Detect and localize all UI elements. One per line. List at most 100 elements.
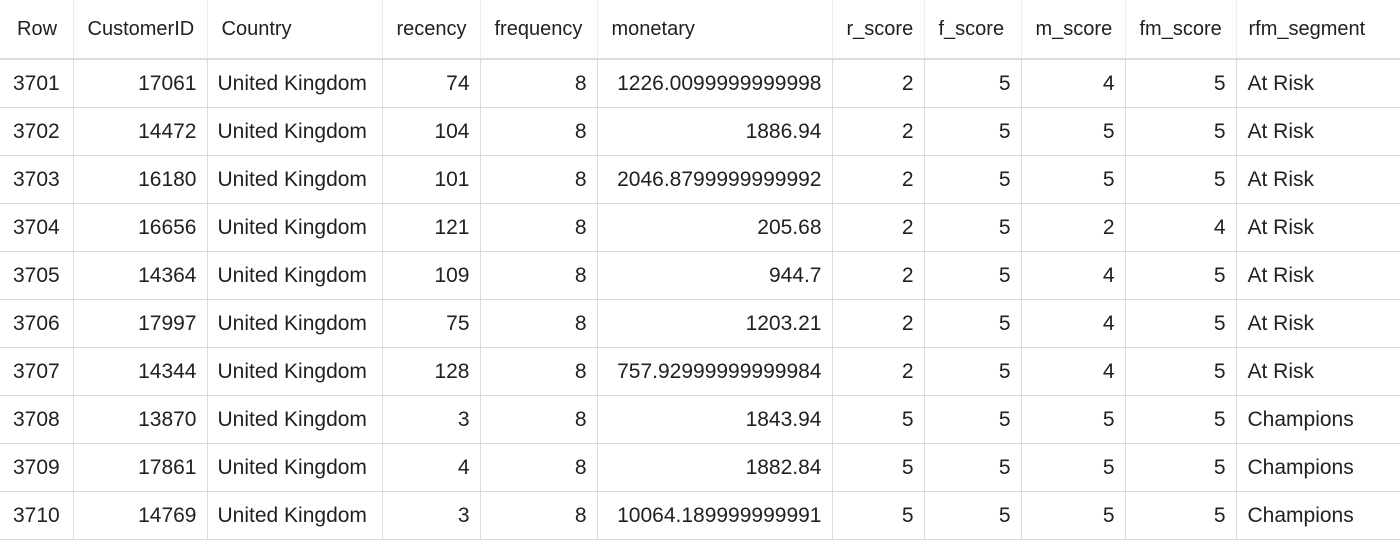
cell-f-score: 5 [924,299,1022,348]
cell-f-score: 5 [924,347,1022,396]
cell-row-number: 3701 [0,59,74,108]
cell-r-score: 2 [832,59,925,108]
cell-frequency: 8 [480,251,598,300]
cell-frequency: 8 [480,203,598,252]
cell-monetary: 1886.94 [597,107,833,156]
cell-recency: 3 [382,491,481,540]
cell-frequency: 8 [480,299,598,348]
table-body: 3701 17061 United Kingdom 74 8 1226.009999999… [0,59,1400,540]
column-header-recency[interactable]: recency [382,0,481,60]
cell-customer-id: 13870 [73,395,208,444]
cell-row-number: 3710 [0,491,74,540]
cell-frequency: 8 [480,107,598,156]
cell-m-score: 5 [1021,107,1126,156]
cell-row-number: 3704 [0,203,74,252]
column-header-m-score[interactable]: m_score [1021,0,1126,60]
cell-recency: 75 [382,299,481,348]
cell-country: United Kingdom [207,395,383,444]
cell-customer-id: 14344 [73,347,208,396]
cell-rfm-segment: Champions [1236,443,1400,492]
cell-rfm-segment: At Risk [1236,203,1400,252]
cell-m-score: 5 [1021,155,1126,204]
cell-fm-score: 5 [1125,299,1237,348]
cell-rfm-segment: At Risk [1236,251,1400,300]
cell-customer-id: 17997 [73,299,208,348]
cell-customer-id: 14472 [73,107,208,156]
table-row: 3701 17061 United Kingdom 74 8 1226.009999999… [0,59,1400,108]
results-grid: Row CustomerID Country recency frequency… [0,0,1400,540]
cell-monetary: 757.92999999999984 [597,347,833,396]
cell-f-score: 5 [924,203,1022,252]
cell-rfm-segment: At Risk [1236,347,1400,396]
cell-frequency: 8 [480,59,598,108]
cell-monetary: 1843.94 [597,395,833,444]
cell-country: United Kingdom [207,251,383,300]
table-row: 3702 14472 United Kingdom 104 8 1886.94 2 5 5 5 At… [0,107,1400,156]
table-row: 3710 14769 United Kingdom 3 8 10064.189999999… [0,491,1400,540]
cell-recency: 4 [382,443,481,492]
cell-country: United Kingdom [207,155,383,204]
cell-fm-score: 5 [1125,395,1237,444]
cell-customer-id: 14769 [73,491,208,540]
cell-r-score: 2 [832,107,925,156]
cell-f-score: 5 [924,251,1022,300]
cell-monetary: 205.68 [597,203,833,252]
cell-r-score: 2 [832,155,925,204]
cell-monetary: 2046.8799999999992 [597,155,833,204]
cell-m-score: 5 [1021,491,1126,540]
column-header-rfm-segment[interactable]: rfm_segment [1236,0,1400,60]
cell-customer-id: 14364 [73,251,208,300]
cell-row-number: 3708 [0,395,74,444]
table-row: 3708 13870 United Kingdom 3 8 1843.94 5 5 5 5 Cham… [0,395,1400,444]
cell-r-score: 5 [832,395,925,444]
column-header-r-score[interactable]: r_score [832,0,925,60]
table-row: 3707 14344 United Kingdom 128 8 757.929999999… [0,347,1400,396]
cell-frequency: 8 [480,395,598,444]
cell-customer-id: 17061 [73,59,208,108]
cell-frequency: 8 [480,491,598,540]
cell-recency: 101 [382,155,481,204]
table-header: Row CustomerID Country recency frequency… [0,0,1400,60]
cell-customer-id: 17861 [73,443,208,492]
cell-rfm-segment: At Risk [1236,155,1400,204]
cell-rfm-segment: At Risk [1236,107,1400,156]
column-header-monetary[interactable]: monetary [597,0,833,60]
column-header-row[interactable]: Row [0,0,74,60]
cell-row-number: 3705 [0,251,74,300]
cell-country: United Kingdom [207,107,383,156]
cell-customer-id: 16180 [73,155,208,204]
cell-recency: 128 [382,347,481,396]
cell-m-score: 4 [1021,299,1126,348]
cell-fm-score: 4 [1125,203,1237,252]
cell-monetary: 1203.21 [597,299,833,348]
cell-r-score: 2 [832,347,925,396]
cell-f-score: 5 [924,443,1022,492]
cell-monetary: 1226.0099999999998 [597,59,833,108]
table-row: 3704 16656 United Kingdom 121 8 205.68 2 5 2 4 At … [0,203,1400,252]
cell-rfm-segment: At Risk [1236,59,1400,108]
cell-country: United Kingdom [207,491,383,540]
cell-fm-score: 5 [1125,347,1237,396]
cell-rfm-segment: At Risk [1236,299,1400,348]
column-header-customerid[interactable]: CustomerID [73,0,208,60]
column-header-f-score[interactable]: f_score [924,0,1022,60]
cell-row-number: 3702 [0,107,74,156]
table-row: 3706 17997 United Kingdom 75 8 1203.21 2 5 4 5 At … [0,299,1400,348]
cell-rfm-segment: Champions [1236,491,1400,540]
cell-country: United Kingdom [207,347,383,396]
cell-country: United Kingdom [207,299,383,348]
cell-rfm-segment: Champions [1236,395,1400,444]
cell-r-score: 5 [832,491,925,540]
cell-r-score: 2 [832,251,925,300]
cell-r-score: 5 [832,443,925,492]
cell-m-score: 2 [1021,203,1126,252]
cell-r-score: 2 [832,299,925,348]
cell-m-score: 4 [1021,251,1126,300]
column-header-fm-score[interactable]: fm_score [1125,0,1237,60]
cell-country: United Kingdom [207,443,383,492]
column-header-country[interactable]: Country [207,0,383,60]
cell-f-score: 5 [924,491,1022,540]
cell-f-score: 5 [924,395,1022,444]
cell-frequency: 8 [480,155,598,204]
column-header-frequency[interactable]: frequency [480,0,598,60]
